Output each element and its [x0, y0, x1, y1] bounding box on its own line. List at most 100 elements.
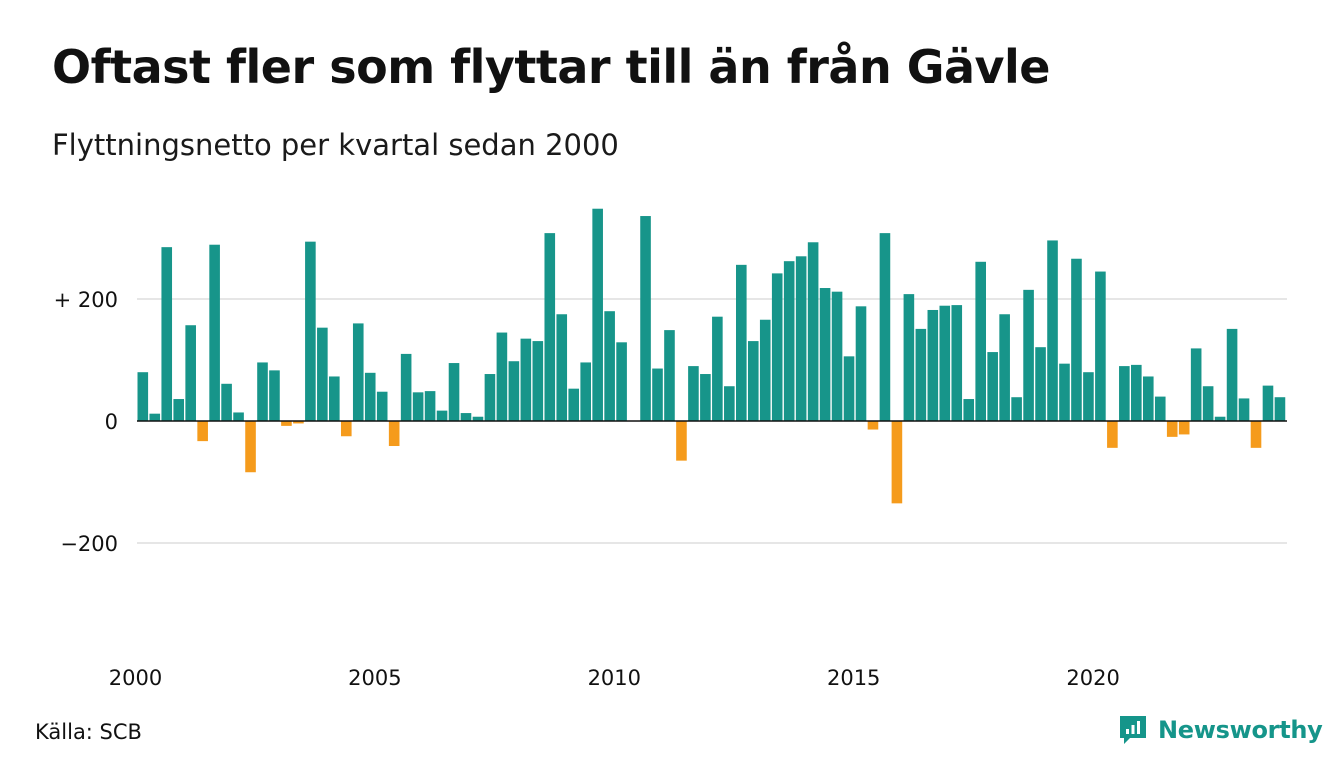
bar: [1035, 347, 1046, 421]
bar: [1274, 397, 1286, 421]
bar: [688, 366, 699, 421]
bar: [388, 421, 400, 447]
bar: [1226, 328, 1238, 421]
bar: [927, 309, 939, 421]
bar: [616, 342, 627, 421]
bar: [556, 314, 568, 421]
bar: [975, 261, 986, 421]
bar: [1190, 348, 1202, 421]
bar: [700, 374, 711, 421]
bar: [580, 362, 591, 421]
y-tick-label: + 200: [54, 288, 118, 312]
bars: [137, 208, 1286, 504]
bar: [771, 273, 783, 421]
bar: [604, 311, 615, 421]
bar: [831, 291, 843, 421]
bar: [281, 421, 292, 426]
bar: [939, 305, 951, 421]
bar: [724, 386, 735, 421]
bar: [1095, 271, 1106, 421]
bar: [1250, 421, 1262, 448]
bar: [1238, 398, 1250, 421]
bar: [1071, 258, 1082, 421]
bar: [448, 363, 460, 421]
bar: [329, 376, 340, 421]
bar: [496, 332, 508, 421]
bar: [305, 241, 316, 421]
bar: [807, 242, 819, 421]
bar: [652, 368, 663, 421]
bar: [987, 352, 998, 421]
bar: [795, 256, 807, 421]
bar: [1047, 240, 1058, 421]
bar: [1131, 364, 1142, 421]
bar: [747, 341, 759, 421]
x-tick-label: 2020: [1066, 666, 1119, 690]
bar: [1202, 386, 1214, 421]
bar: [1166, 421, 1178, 437]
bar: [999, 314, 1010, 421]
bar: [293, 421, 304, 424]
y-tick-label: −200: [60, 532, 118, 556]
bar: [484, 374, 496, 421]
bar: [412, 392, 424, 421]
bar: [963, 399, 975, 421]
bar: [843, 356, 855, 421]
x-axis-labels: 2000 2005 2010 2015 2020: [109, 666, 1120, 690]
bar: [149, 413, 161, 421]
bar: [592, 208, 603, 421]
bar: [568, 388, 580, 421]
bar: [1262, 385, 1274, 421]
bar: [364, 372, 376, 421]
bar: [1107, 421, 1118, 448]
bar: [257, 362, 268, 421]
bar: [783, 261, 795, 421]
bar: [855, 306, 867, 421]
bar: [879, 233, 891, 421]
bar: [137, 372, 149, 421]
bar: [903, 294, 915, 421]
bar: [544, 233, 556, 421]
bar: [1214, 416, 1226, 421]
bar: [736, 264, 747, 421]
brand[interactable]: Newsworthy: [1118, 714, 1323, 746]
bar: [185, 325, 196, 421]
bar: [1154, 396, 1166, 421]
bar: [269, 370, 280, 421]
bar: [759, 319, 771, 421]
bar: [1178, 421, 1190, 435]
bar: [676, 421, 687, 461]
bar: [532, 341, 544, 421]
bar: [161, 247, 173, 421]
bar: [400, 353, 412, 421]
bar: [640, 216, 651, 421]
bar: [209, 244, 220, 421]
y-axis-labels: + 200 0 −200: [54, 288, 118, 556]
chart-subtitle: Flyttningsnetto per kvartal sedan 2000: [52, 128, 619, 162]
chart-title: Oftast fler som flyttar till än från Gäv…: [52, 40, 1051, 94]
bar: [197, 421, 208, 442]
bar: [233, 412, 244, 421]
bar: [245, 421, 256, 473]
bar: [173, 399, 185, 421]
bar: [520, 338, 532, 421]
bar: [436, 410, 448, 421]
x-tick-label: 2010: [588, 666, 641, 690]
bar: [508, 361, 520, 421]
bar: [460, 413, 472, 421]
bar: [472, 416, 484, 421]
bar: [1083, 372, 1094, 421]
bar: [1023, 289, 1034, 421]
bar: [891, 421, 903, 504]
bar: [712, 316, 723, 421]
bar: [1142, 376, 1154, 421]
source-note: Källa: SCB: [35, 720, 142, 744]
bar: [1011, 397, 1022, 421]
brand-name: Newsworthy: [1158, 716, 1323, 744]
x-tick-label: 2000: [109, 666, 162, 690]
bar: [1119, 366, 1130, 421]
bar: [819, 288, 831, 421]
bar: [915, 328, 927, 421]
newsworthy-logo-icon: [1120, 716, 1146, 744]
bar: [867, 421, 879, 430]
